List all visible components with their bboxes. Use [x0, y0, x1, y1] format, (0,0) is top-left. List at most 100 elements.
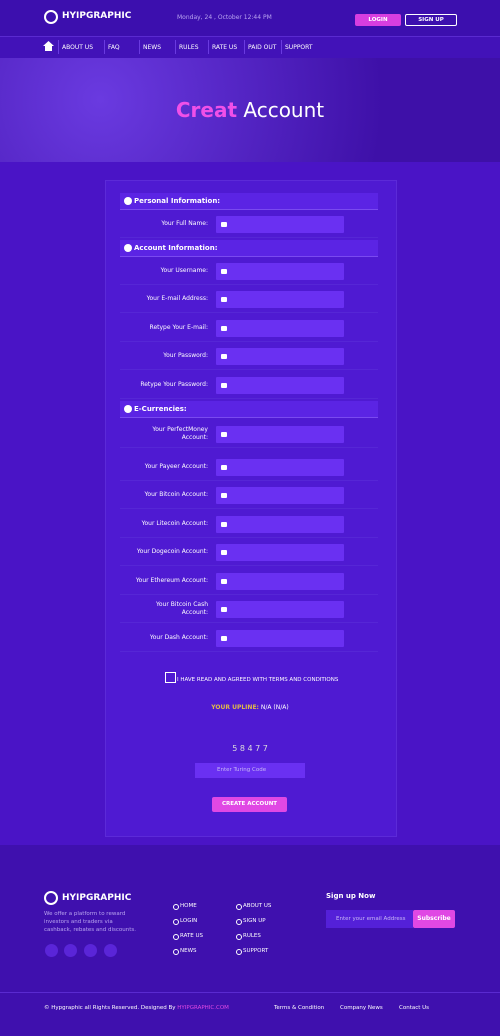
- footer-link[interactable]: SUPPORT: [243, 948, 269, 954]
- bottom-link[interactable]: Contact Us: [399, 1005, 430, 1011]
- section-title: E-Currencies:: [134, 405, 187, 413]
- social-twitter[interactable]: [64, 944, 77, 957]
- field-input[interactable]: [216, 544, 344, 561]
- signup-button[interactable]: SIGN UP: [405, 14, 457, 26]
- nav-item[interactable]: ABOUT US: [62, 44, 94, 51]
- field-icon: [221, 383, 227, 388]
- login-button[interactable]: LOGIN: [355, 14, 401, 26]
- social-linkedin[interactable]: [84, 944, 97, 957]
- field-icon: [221, 465, 227, 470]
- date: Monday, 24 , October 12:44 PM: [177, 14, 272, 21]
- checkbox[interactable]: [165, 672, 176, 683]
- field-label: Your Full Name:: [161, 220, 208, 227]
- section-header: [120, 240, 378, 257]
- field-input[interactable]: [216, 291, 344, 308]
- field-input[interactable]: [216, 573, 344, 590]
- field-input[interactable]: [216, 216, 344, 233]
- field-label: Retype Your E-mail:: [149, 324, 208, 331]
- field-icon: [221, 493, 227, 498]
- signup-title: Sign up Now: [326, 892, 376, 900]
- nav-item[interactable]: RATE US: [212, 44, 238, 51]
- field-label: Your PerfectMoney Account:: [152, 426, 208, 441]
- field-input[interactable]: [216, 601, 344, 618]
- copyright-link[interactable]: HYIPGRAPHIC.COM: [177, 1005, 229, 1011]
- hero-title: Creat Account: [0, 98, 500, 122]
- row-divider: [120, 341, 378, 342]
- header: [0, 0, 500, 36]
- hero: [0, 58, 500, 162]
- footer-link[interactable]: ABOUT US: [243, 903, 272, 909]
- row-divider: [120, 237, 378, 238]
- copyright-text: © Hypgraphic all Rights Reserved. Design…: [44, 1005, 176, 1011]
- field-input[interactable]: [216, 263, 344, 280]
- nav-item[interactable]: FAQ: [108, 44, 120, 51]
- row-divider: [120, 369, 378, 370]
- nav-item[interactable]: PAID OUT: [248, 44, 277, 51]
- bottom-link[interactable]: Terms & Condition: [274, 1005, 325, 1011]
- footer-link-icon: [173, 904, 179, 910]
- section-title: Account Information:: [134, 244, 218, 252]
- nav-separator: [208, 40, 209, 54]
- field-label: Your Ethereum Account:: [135, 577, 208, 584]
- email-placeholder: Enter your email Address: [336, 916, 406, 922]
- captcha: 5 8 4 7 7: [232, 744, 268, 753]
- field-input[interactable]: [216, 320, 344, 337]
- footer-link-icon: [173, 934, 179, 940]
- footer-logo-icon: [44, 891, 58, 905]
- field-icon: [221, 636, 227, 641]
- upline-label: YOUR UPLINE:: [211, 704, 259, 711]
- field-input[interactable]: [216, 516, 344, 533]
- footer-link[interactable]: NEWS: [180, 948, 197, 954]
- row-divider: [120, 480, 378, 481]
- field-input[interactable]: [216, 377, 344, 394]
- footer-link[interactable]: RULES: [243, 933, 261, 939]
- nav-item[interactable]: SUPPORT: [285, 44, 313, 51]
- field-icon: [221, 579, 227, 584]
- footer-link[interactable]: RATE US: [180, 933, 204, 939]
- create-account-button[interactable]: CREATE ACCOUNT: [212, 797, 287, 812]
- field-label: Your Bitcoin Cash Account:: [156, 601, 208, 616]
- footer-divider: [0, 992, 500, 993]
- section-header: [120, 193, 378, 210]
- field-input[interactable]: [216, 630, 344, 647]
- footer-link-icon: [236, 919, 242, 925]
- footer-link-icon: [236, 949, 242, 955]
- field-label: Your E-mail Address:: [146, 295, 208, 302]
- field-input[interactable]: [216, 348, 344, 365]
- footer-link-icon: [236, 904, 242, 910]
- row-divider: [120, 651, 378, 652]
- nav-separator: [58, 40, 59, 54]
- nav-separator: [281, 40, 282, 54]
- field-icon: [221, 297, 227, 302]
- field-label: Your Bitcoin Account:: [144, 491, 208, 498]
- section-header: [120, 401, 378, 418]
- field-label: Your Dash Account:: [149, 634, 208, 641]
- field-icon: [221, 432, 227, 437]
- field-input[interactable]: [216, 487, 344, 504]
- footer-description: We offer a platform to reward investors …: [44, 911, 136, 933]
- social-facebook[interactable]: [45, 944, 58, 957]
- turing-input[interactable]: Enter Turing Code: [195, 763, 305, 778]
- nav-item[interactable]: NEWS: [143, 44, 162, 51]
- footer-link[interactable]: SIGN UP: [243, 918, 266, 924]
- title-rest: Account: [243, 98, 325, 122]
- footer-link[interactable]: HOME: [180, 903, 197, 909]
- footer-link-icon: [236, 934, 242, 940]
- social-instagram[interactable]: [104, 944, 117, 957]
- email-input[interactable]: Enter your email Address: [326, 910, 413, 928]
- footer-link[interactable]: LOGIN: [180, 918, 198, 924]
- subscribe-button[interactable]: Subscribe: [413, 910, 455, 928]
- section-title: Personal Information:: [134, 197, 221, 205]
- row-divider: [120, 312, 378, 313]
- footer: [0, 845, 500, 1036]
- bottom-link[interactable]: Company News: [340, 1005, 383, 1011]
- nav-bar: [0, 36, 500, 59]
- nav-item[interactable]: RULES: [179, 44, 199, 51]
- logo-icon: [44, 10, 58, 24]
- home-icon[interactable]: [43, 41, 54, 51]
- section-icon: [124, 244, 132, 252]
- field-input[interactable]: [216, 426, 344, 443]
- field-icon: [221, 222, 227, 227]
- field-input[interactable]: [216, 459, 344, 476]
